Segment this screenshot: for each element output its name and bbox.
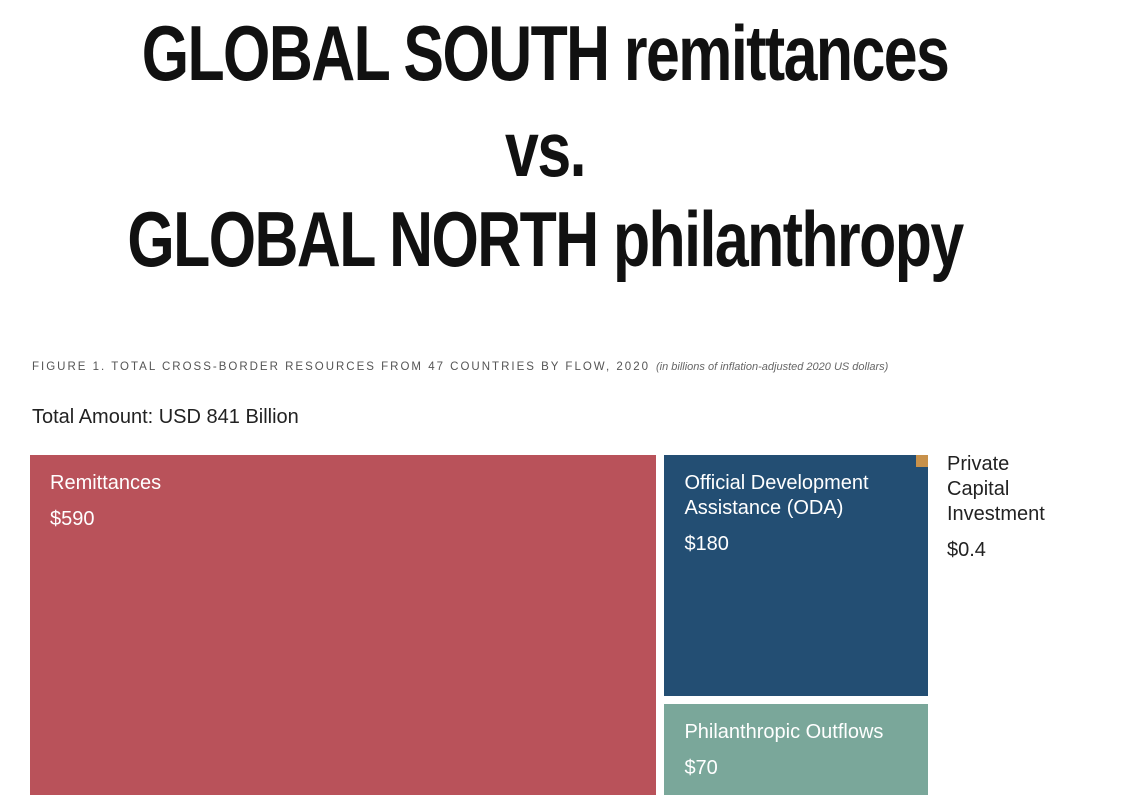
category-label: Remittances <box>50 472 162 494</box>
category-label: Private Capital Investment <box>947 453 1045 525</box>
chart-title: GLOBAL SOUTH remittances <box>141 9 950 97</box>
subtitle-text: FIGURE 1. TOTAL CROSS-BORDER RESOURCES F… <box>32 361 650 373</box>
total-label: Total Amount: USD 841 Billion <box>32 406 299 428</box>
note: (in billions of inflation-adjusted 2020 … <box>656 361 889 373</box>
chart-title: GLOBAL NORTH philanthropy <box>127 195 964 283</box>
category-label: Philanthropic Outflows <box>684 720 884 743</box>
value-label: $590 <box>50 508 95 530</box>
value-label: $0.4 <box>947 539 986 561</box>
category-label: Official Development Assistance (ODA) <box>684 472 869 519</box>
chart-title: vs. <box>505 105 586 193</box>
cell <box>664 703 928 795</box>
value-label: $70 <box>684 756 718 779</box>
value-label: $180 <box>684 533 729 555</box>
cell <box>30 455 657 795</box>
cell <box>915 455 928 468</box>
subtitle: FIGURE 1. TOTAL CROSS-BORDER RESOURCES F… <box>32 361 888 373</box>
cell <box>664 455 928 696</box>
